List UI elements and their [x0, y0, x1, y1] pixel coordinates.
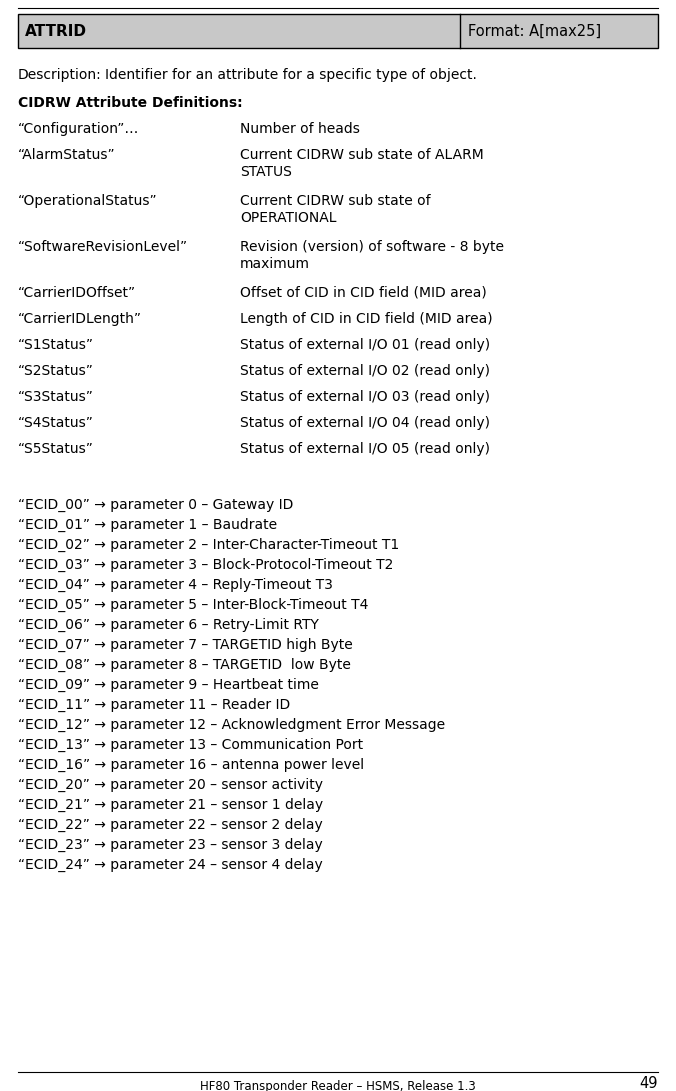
Text: Status of external I/O 01 (read only): Status of external I/O 01 (read only) [240, 338, 490, 352]
Text: HF80 Transponder Reader – HSMS, Release 1.3: HF80 Transponder Reader – HSMS, Release … [200, 1080, 476, 1091]
Text: Revision (version) of software - 8 byte
maximum: Revision (version) of software - 8 byte … [240, 240, 504, 272]
Text: Offset of CID in CID field (MID area): Offset of CID in CID field (MID area) [240, 286, 487, 300]
Text: “ECID_03” → parameter 3 – Block-Protocol-Timeout T2: “ECID_03” → parameter 3 – Block-Protocol… [18, 558, 393, 572]
Text: Status of external I/O 02 (read only): Status of external I/O 02 (read only) [240, 364, 490, 377]
Text: “ECID_04” → parameter 4 – Reply-Timeout T3: “ECID_04” → parameter 4 – Reply-Timeout … [18, 578, 333, 592]
Text: “ECID_09” → parameter 9 – Heartbeat time: “ECID_09” → parameter 9 – Heartbeat time [18, 678, 319, 692]
Text: “OperationalStatus”: “OperationalStatus” [18, 194, 158, 208]
Bar [18, 14, 658, 48]
Text: “S3Status”: “S3Status” [18, 389, 94, 404]
Text: Number of heads: Number of heads [240, 122, 360, 136]
Text: “ECID_16” → parameter 16 – antenna power level: “ECID_16” → parameter 16 – antenna power… [18, 758, 364, 772]
Text: “ECID_08” → parameter 8 – TARGETID  low Byte: “ECID_08” → parameter 8 – TARGETID low B… [18, 658, 351, 672]
Text: “ECID_00” → parameter 0 – Gateway ID: “ECID_00” → parameter 0 – Gateway ID [18, 497, 293, 512]
Text: “ECID_20” → parameter 20 – sensor activity: “ECID_20” → parameter 20 – sensor activi… [18, 778, 323, 792]
Text: “S1Status”: “S1Status” [18, 338, 94, 352]
Text: “ECID_11” → parameter 11 – Reader ID: “ECID_11” → parameter 11 – Reader ID [18, 698, 290, 712]
Text: “ECID_23” → parameter 23 – sensor 3 delay: “ECID_23” → parameter 23 – sensor 3 dela… [18, 838, 322, 852]
Text: Length of CID in CID field (MID area): Length of CID in CID field (MID area) [240, 312, 493, 326]
Text: Current CIDRW sub state of
OPERATIONAL: Current CIDRW sub state of OPERATIONAL [240, 194, 431, 226]
Text: Description:: Description: [18, 68, 102, 82]
Text: ATTRID: ATTRID [25, 24, 87, 38]
Text: Format: A[max25]: Format: A[max25] [468, 24, 601, 38]
Text: “S5Status”: “S5Status” [18, 442, 94, 456]
Text: “ECID_02” → parameter 2 – Inter-Character-Timeout T1: “ECID_02” → parameter 2 – Inter-Characte… [18, 538, 400, 552]
Text: CIDRW Attribute Definitions:: CIDRW Attribute Definitions: [18, 96, 243, 110]
Text: “ECID_01” → parameter 1 – Baudrate: “ECID_01” → parameter 1 – Baudrate [18, 518, 277, 532]
Text: Current CIDRW sub state of ALARM
STATUS: Current CIDRW sub state of ALARM STATUS [240, 148, 484, 179]
Text: Status of external I/O 04 (read only): Status of external I/O 04 (read only) [240, 416, 490, 430]
Text: “ECID_05” → parameter 5 – Inter-Block-Timeout T4: “ECID_05” → parameter 5 – Inter-Block-Ti… [18, 598, 368, 612]
Text: “AlarmStatus”: “AlarmStatus” [18, 148, 116, 161]
Text: “ECID_06” → parameter 6 – Retry-Limit RTY: “ECID_06” → parameter 6 – Retry-Limit RT… [18, 618, 319, 632]
Text: “Configuration”…: “Configuration”… [18, 122, 139, 136]
Text: “ECID_12” → parameter 12 – Acknowledgment Error Message: “ECID_12” → parameter 12 – Acknowledgmen… [18, 718, 445, 732]
Text: Status of external I/O 05 (read only): Status of external I/O 05 (read only) [240, 442, 490, 456]
Text: 49: 49 [639, 1076, 658, 1091]
Text: “ECID_13” → parameter 13 – Communication Port: “ECID_13” → parameter 13 – Communication… [18, 738, 363, 752]
Text: “ECID_22” → parameter 22 – sensor 2 delay: “ECID_22” → parameter 22 – sensor 2 dela… [18, 818, 322, 832]
Text: “ECID_21” → parameter 21 – sensor 1 delay: “ECID_21” → parameter 21 – sensor 1 dela… [18, 798, 323, 812]
Text: “ECID_24” → parameter 24 – sensor 4 delay: “ECID_24” → parameter 24 – sensor 4 dela… [18, 858, 322, 872]
Text: Status of external I/O 03 (read only): Status of external I/O 03 (read only) [240, 389, 490, 404]
Text: “SoftwareRevisionLevel”: “SoftwareRevisionLevel” [18, 240, 188, 254]
Text: “CarrierIDOffset”: “CarrierIDOffset” [18, 286, 136, 300]
Text: “S2Status”: “S2Status” [18, 364, 94, 377]
Text: “S4Status”: “S4Status” [18, 416, 94, 430]
Text: “CarrierIDLength”: “CarrierIDLength” [18, 312, 142, 326]
Text: “ECID_07” → parameter 7 – TARGETID high Byte: “ECID_07” → parameter 7 – TARGETID high … [18, 638, 353, 652]
Text: Identifier for an attribute for a specific type of object.: Identifier for an attribute for a specif… [105, 68, 477, 82]
